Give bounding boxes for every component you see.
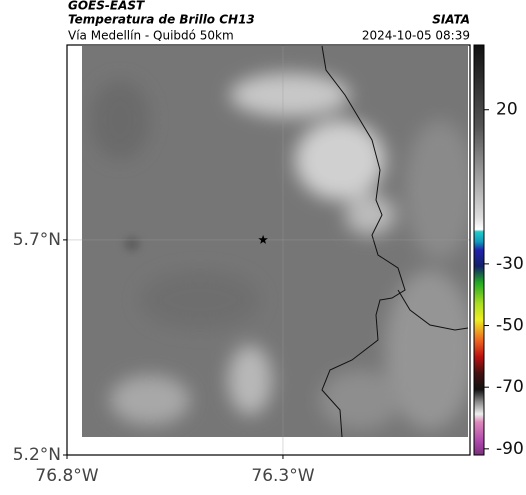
colorbar-tick-label: -90 xyxy=(496,439,524,459)
caption: Vía Medellín - Quibdó 50km xyxy=(68,29,234,43)
x-tick-label: 76.8°W xyxy=(35,466,98,486)
satellite-image xyxy=(82,46,468,437)
map-frame xyxy=(66,44,471,456)
colorbar-tick-label: -70 xyxy=(496,377,524,397)
y-tick-label: 5.7°N xyxy=(13,230,61,250)
colorbar xyxy=(473,44,485,456)
colorbar-tick-label: 20 xyxy=(496,100,518,120)
colorbar-tick-label: -30 xyxy=(496,254,524,274)
subtitle: Temperatura de Brillo CH13 xyxy=(68,13,255,27)
colorbar-tick-label: -50 xyxy=(496,316,524,336)
title: GOES-EAST xyxy=(68,0,145,13)
source: SIATA xyxy=(432,13,470,27)
y-tick-label: 5.2°N xyxy=(13,445,61,465)
location-marker xyxy=(258,234,268,244)
timestamp: 2024-10-05 08:39 xyxy=(362,29,470,43)
borders xyxy=(321,45,469,438)
x-tick-label: 76.3°W xyxy=(251,466,314,486)
